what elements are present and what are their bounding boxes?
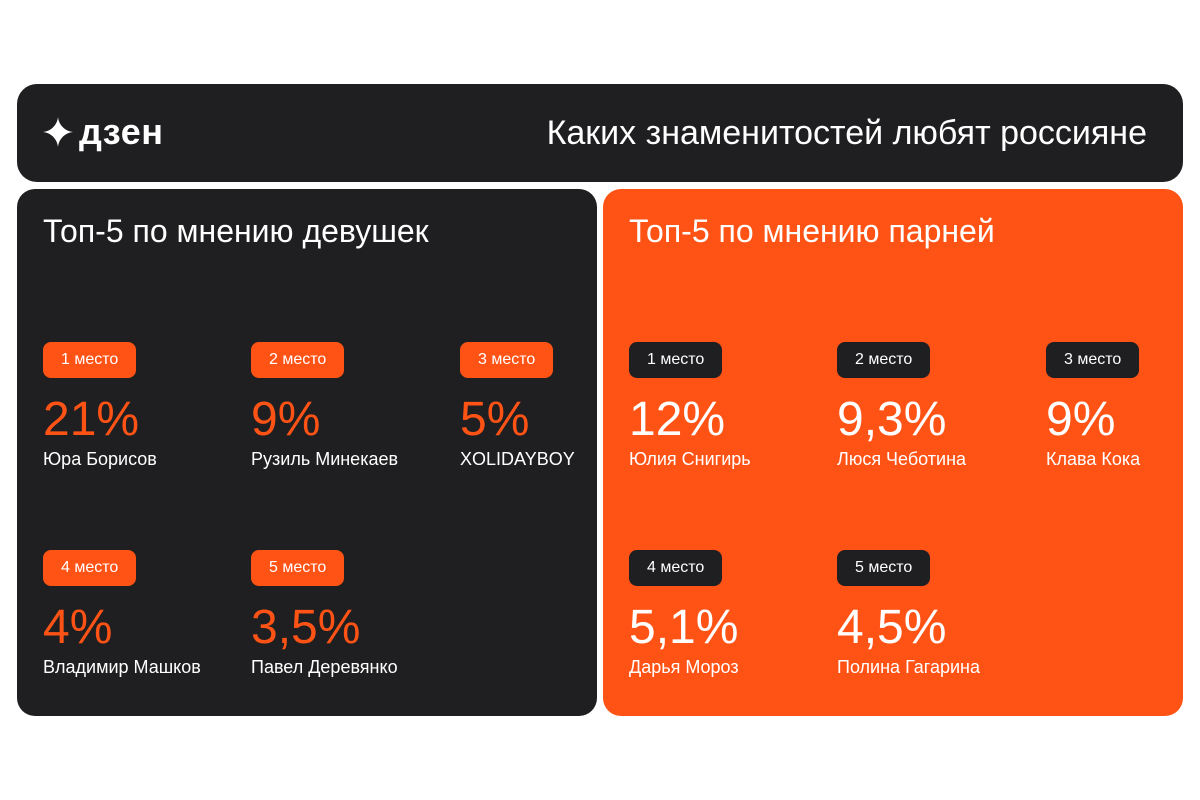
- percent-value: 3,5%: [251, 601, 361, 654]
- place-badge: 1 место: [43, 342, 137, 378]
- percent-value: 9%: [251, 393, 321, 446]
- place-badge: 4 место: [629, 550, 723, 586]
- header-bar: дзен Каких знаменитостей любят россияне: [17, 84, 1183, 182]
- girls-rank-2: 2 место 9% Рузиль Минекаев: [251, 342, 451, 470]
- girls-rank-4: 4 место 4% Владимир Машков: [43, 550, 243, 678]
- celebrity-name: Рузиль Минекаев: [251, 449, 399, 469]
- celebrity-name: Павел Деревянко: [251, 657, 398, 677]
- girls-panel: Топ-5 по мнению девушек 1 место 21% Юра …: [17, 189, 597, 716]
- boys-rank-4: 4 место 5,1% Дарья Мороз: [629, 550, 829, 678]
- place-badge: 3 место: [1046, 342, 1140, 378]
- celebrity-name: Владимир Машков: [43, 657, 201, 677]
- percent-value: 5,1%: [629, 601, 739, 654]
- percent-value: 5%: [460, 393, 530, 446]
- percent-value: 4%: [43, 601, 113, 654]
- star-icon: [43, 117, 73, 147]
- place-badge: 2 место: [251, 342, 345, 378]
- celebrity-name: XOLIDAYBOY: [460, 449, 575, 469]
- girls-rank-5: 5 место 3,5% Павел Деревянко: [251, 550, 451, 678]
- celebrity-name: Юлия Снигирь: [629, 449, 751, 469]
- place-badge: 5 место: [251, 550, 345, 586]
- boys-rank-1: 1 место 12% Юлия Снигирь: [629, 342, 829, 470]
- boys-rank-3: 3 место 9% Клава Кока: [1046, 342, 1176, 470]
- percent-value: 9%: [1046, 393, 1116, 446]
- place-badge: 4 место: [43, 550, 137, 586]
- boys-rank-5: 5 место 4,5% Полина Гагарина: [837, 550, 1037, 678]
- percent-value: 21%: [43, 393, 140, 446]
- page-title: Каких знаменитостей любят россияне: [546, 114, 1147, 152]
- percent-value: 4,5%: [837, 601, 947, 654]
- boys-panel-title: Топ-5 по мнению парней: [629, 213, 995, 249]
- girls-panel-title: Топ-5 по мнению девушек: [43, 213, 429, 249]
- place-badge: 1 место: [629, 342, 723, 378]
- celebrity-name: Клава Кока: [1046, 449, 1141, 469]
- percent-value: 9,3%: [837, 393, 947, 446]
- boys-panel: Топ-5 по мнению парней 1 место 12% Юлия …: [603, 189, 1183, 716]
- place-badge: 5 место: [837, 550, 931, 586]
- girls-rank-3: 3 место 5% XOLIDAYBOY: [460, 342, 590, 470]
- celebrity-name: Люся Чеботина: [837, 449, 967, 469]
- logo-text: дзен: [79, 111, 164, 152]
- girls-rank-1: 1 место 21% Юра Борисов: [43, 342, 243, 470]
- celebrity-name: Юра Борисов: [43, 449, 157, 469]
- dzen-logo: дзен: [43, 112, 163, 152]
- boys-rank-2: 2 место 9,3% Люся Чеботина: [837, 342, 1037, 470]
- celebrity-name: Дарья Мороз: [629, 657, 739, 677]
- celebrity-name: Полина Гагарина: [837, 657, 981, 677]
- place-badge: 2 место: [837, 342, 931, 378]
- place-badge: 3 место: [460, 342, 554, 378]
- percent-value: 12%: [629, 393, 726, 446]
